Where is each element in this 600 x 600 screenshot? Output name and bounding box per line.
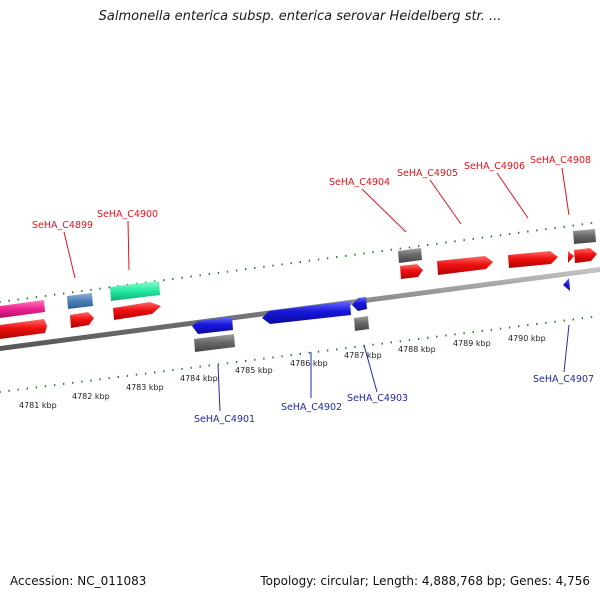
gene-feature[interactable] (70, 312, 94, 328)
scale-label: 4784 kbp (180, 374, 218, 383)
gene-label[interactable]: SeHA_C4906 (464, 161, 525, 172)
gene-feature[interactable] (113, 302, 161, 320)
gene-label[interactable]: SeHA_C4901 (194, 414, 255, 425)
gene-feature[interactable] (437, 256, 493, 275)
gene-label[interactable]: SeHA_C4902 (281, 402, 342, 413)
scale-label: 4785 kbp (235, 366, 273, 375)
gene-label[interactable]: SeHA_C4908 (530, 155, 591, 166)
map-title: Salmonella enterica subsp. enterica sero… (98, 9, 502, 24)
scale-label: 4783 kbp (126, 383, 164, 392)
gene-feature[interactable] (354, 316, 369, 331)
scale-label: 4786 kbp (290, 359, 328, 368)
gene-label[interactable]: SeHA_C4900 (97, 209, 158, 220)
genome-summary-text: Topology: circular; Length: 4,888,768 bp… (260, 574, 590, 588)
gene-feature[interactable] (508, 251, 558, 268)
gene-feature[interactable] (0, 319, 47, 339)
top-gene-labels: SeHA_C4899 SeHA_C4900 SeHA_C4904 SeHA_C4… (32, 155, 591, 231)
scale-label: 4790 kbp (508, 334, 546, 343)
gene-label[interactable]: SeHA_C4907 (533, 374, 594, 385)
reverse-genes (192, 278, 570, 352)
gene-feature[interactable] (573, 229, 596, 244)
bottom-gene-labels: SeHA_C4901 SeHA_C4902 SeHA_C4903 SeHA_C4… (194, 374, 594, 425)
accession-text: Accession: NC_011083 (10, 574, 147, 588)
gene-label[interactable]: SeHA_C4905 (397, 168, 458, 179)
scale-labels: 4781 kbp 4782 kbp 4783 kbp 4784 kbp 4785… (19, 334, 546, 410)
top-leaders (63, 167, 570, 279)
scale-label: 4782 kbp (72, 392, 110, 401)
forward-tick-track (0, 222, 593, 303)
forward-genes (0, 229, 597, 339)
gene-feature[interactable] (192, 317, 233, 334)
gene-label[interactable]: SeHA_C4904 (329, 177, 390, 188)
gene-feature[interactable] (262, 301, 351, 324)
scale-label: 4781 kbp (19, 401, 57, 410)
bottom-leaders (217, 324, 570, 412)
scale-label: 4787 kbp (344, 351, 382, 360)
gene-feature[interactable] (400, 264, 423, 279)
gene-feature[interactable] (0, 300, 45, 318)
gene-feature[interactable] (110, 281, 160, 301)
gene-label[interactable]: SeHA_C4899 (32, 220, 93, 231)
gene-feature[interactable] (398, 248, 422, 263)
reverse-tick-track (0, 316, 593, 393)
gene-label[interactable]: SeHA_C4903 (347, 393, 408, 404)
gene-feature[interactable] (194, 334, 235, 352)
gene-feature[interactable] (563, 278, 570, 291)
gene-feature[interactable] (352, 297, 367, 311)
gene-feature[interactable] (574, 248, 597, 263)
gene-feature[interactable] (568, 251, 574, 263)
gene-feature[interactable] (67, 293, 93, 309)
scale-label: 4789 kbp (453, 339, 491, 348)
scale-label: 4788 kbp (398, 345, 436, 354)
